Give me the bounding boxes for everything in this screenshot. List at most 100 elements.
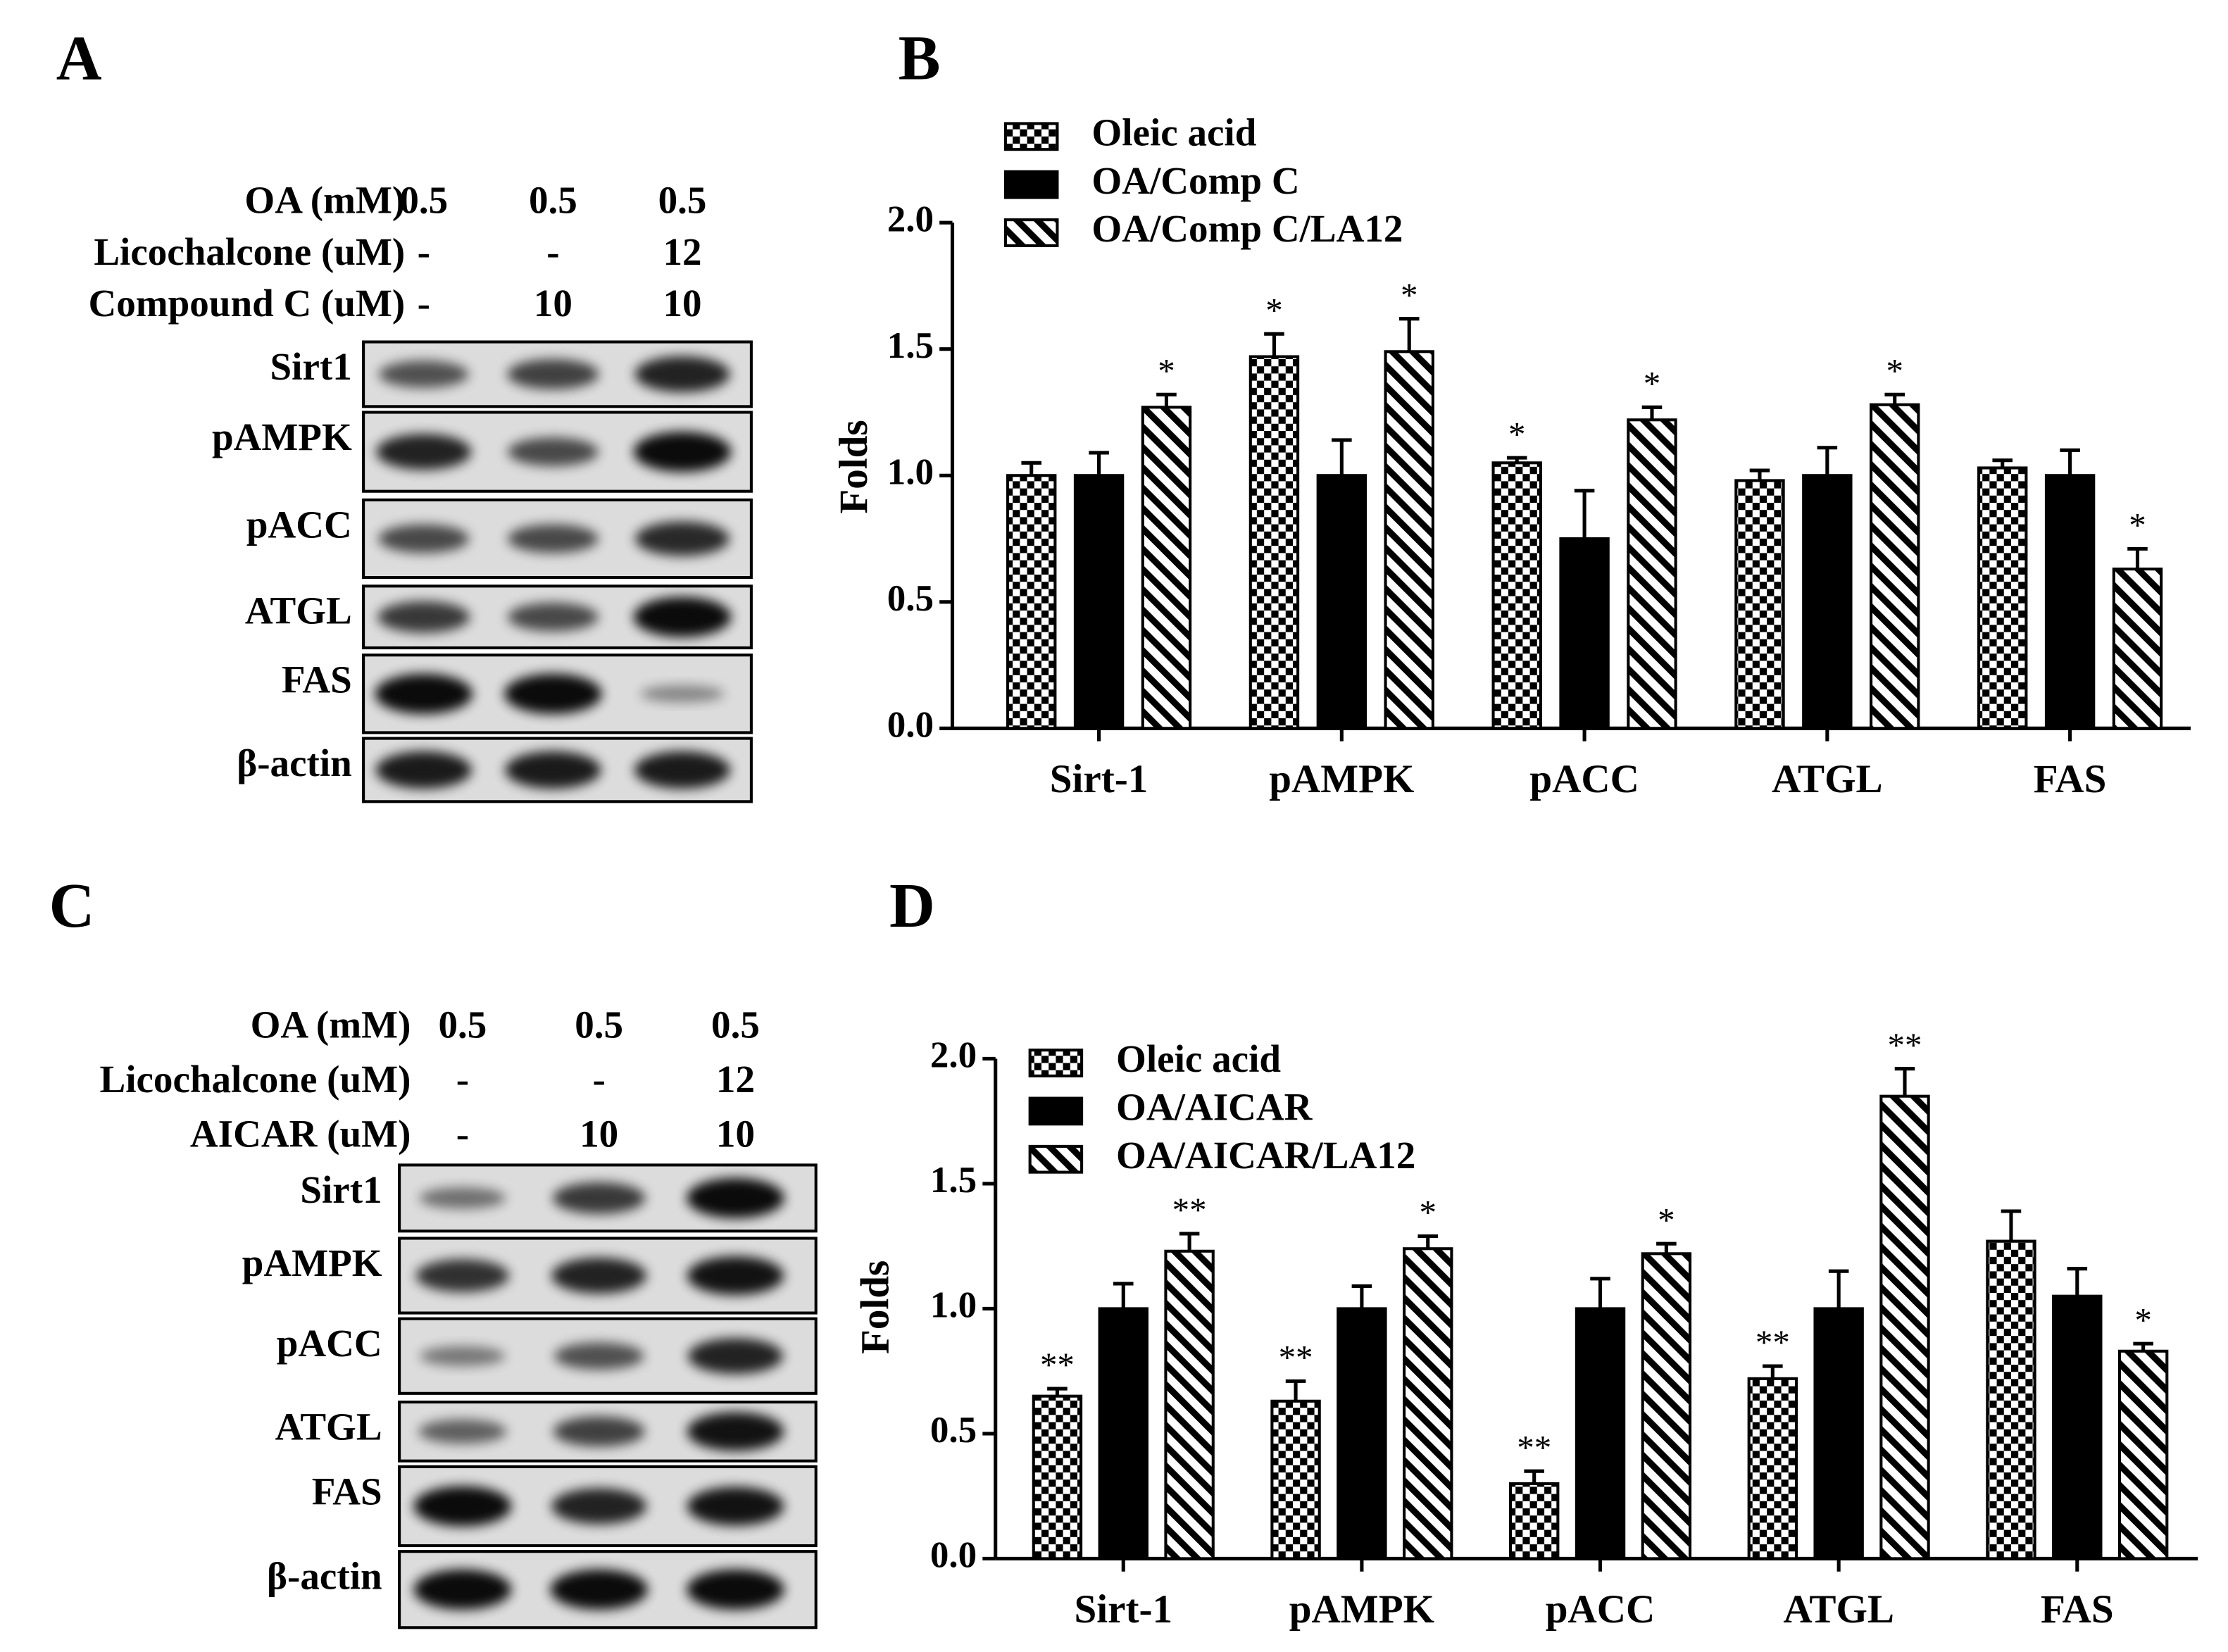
legend-label: OA/Comp C/LA12 bbox=[1091, 207, 1403, 250]
significance-label: ** bbox=[1756, 1323, 1790, 1362]
blot-band bbox=[375, 751, 472, 789]
bar bbox=[1559, 537, 1610, 730]
significance-label: ** bbox=[1517, 1428, 1551, 1467]
bar bbox=[1098, 1307, 1149, 1560]
lane-value: 10 bbox=[580, 1112, 618, 1155]
blot-band bbox=[375, 673, 473, 714]
bar bbox=[1977, 466, 2028, 730]
blot-band bbox=[550, 1569, 649, 1610]
legend-swatch bbox=[1003, 170, 1059, 199]
bar bbox=[1006, 474, 1057, 730]
significance-label: * bbox=[1158, 351, 1175, 390]
legend-label: Oleic acid bbox=[1091, 111, 1256, 154]
x-tick-label: ATGL bbox=[1783, 1587, 1894, 1632]
blot-band bbox=[634, 751, 731, 789]
protein-label: pACC bbox=[246, 503, 352, 546]
bar bbox=[2112, 568, 2163, 730]
panel-label: A bbox=[56, 23, 102, 93]
bar bbox=[1747, 1377, 1798, 1560]
significance-label: * bbox=[1508, 415, 1525, 453]
significance-label: ** bbox=[1040, 1346, 1075, 1384]
blot-band bbox=[504, 673, 602, 714]
bar bbox=[1403, 1247, 1453, 1560]
protein-label: β-actin bbox=[237, 741, 352, 784]
legend-swatch bbox=[1028, 1049, 1084, 1077]
lane-value: 0.5 bbox=[658, 178, 707, 221]
significance-label: * bbox=[1886, 351, 1903, 390]
bar bbox=[2044, 474, 2096, 730]
lane-value: 0.5 bbox=[711, 1003, 760, 1046]
protein-label: Sirt1 bbox=[270, 345, 352, 388]
blot-band bbox=[419, 1187, 506, 1209]
significance-label: * bbox=[1644, 364, 1660, 403]
significance-label: * bbox=[1401, 275, 1417, 314]
legend-swatch bbox=[1028, 1144, 1084, 1174]
protein-label: FAS bbox=[282, 658, 352, 701]
blot-band bbox=[378, 524, 470, 553]
lane-value: - bbox=[418, 230, 430, 273]
lane-value: 10 bbox=[716, 1112, 755, 1155]
blot-band bbox=[553, 1416, 645, 1447]
bar bbox=[1641, 1252, 1692, 1560]
legend-label: Oleic acid bbox=[1116, 1037, 1281, 1080]
legend-swatch bbox=[1028, 1096, 1084, 1126]
y-tick-label: 1.5 bbox=[930, 1160, 977, 1201]
bar bbox=[1032, 1394, 1083, 1560]
y-axis-label: Folds bbox=[853, 1260, 898, 1354]
x-tick-label: pACC bbox=[1529, 757, 1639, 801]
bar bbox=[1164, 1249, 1215, 1560]
blot-band bbox=[687, 1412, 784, 1451]
lane-value: - bbox=[418, 282, 430, 325]
bar bbox=[1879, 1094, 1930, 1560]
significance-label: * bbox=[1420, 1193, 1437, 1232]
x-tick-label: FAS bbox=[2034, 757, 2107, 801]
significance-label: * bbox=[1658, 1201, 1675, 1239]
y-tick-label: 1.0 bbox=[930, 1285, 977, 1326]
legend-label: OA/Comp C bbox=[1091, 159, 1299, 202]
y-tick-label: 1.0 bbox=[887, 451, 934, 492]
blot-band bbox=[507, 359, 599, 389]
blot-band bbox=[413, 1486, 512, 1527]
lane-value: 12 bbox=[663, 230, 701, 273]
condition-label: AICAR (uM) bbox=[190, 1112, 411, 1155]
bar bbox=[2052, 1294, 2103, 1560]
blot-band bbox=[633, 596, 732, 637]
condition-label: Compound C (uM) bbox=[89, 282, 406, 325]
y-tick-label: 1.5 bbox=[887, 325, 934, 366]
lane-value: 0.5 bbox=[438, 1003, 487, 1046]
bar bbox=[1491, 461, 1542, 730]
bar bbox=[1870, 403, 1920, 730]
blot-band bbox=[687, 1256, 784, 1296]
bar bbox=[2117, 1349, 2169, 1560]
significance-label: ** bbox=[1888, 1025, 1922, 1064]
panel-label: D bbox=[889, 871, 935, 941]
legend-swatch bbox=[1003, 122, 1059, 151]
bar bbox=[1734, 479, 1785, 730]
blot-band bbox=[552, 1182, 646, 1214]
x-tick-label: pACC bbox=[1546, 1587, 1656, 1632]
y-tick-label: 2.0 bbox=[887, 199, 934, 239]
x-tick-label: FAS bbox=[2041, 1587, 2114, 1632]
bar bbox=[1802, 474, 1853, 730]
legend-swatch bbox=[1003, 218, 1059, 247]
blot-band bbox=[420, 1346, 506, 1367]
x-tick-label: Sirt-1 bbox=[1074, 1587, 1172, 1632]
bar bbox=[1270, 1399, 1321, 1560]
significance-label: ** bbox=[1172, 1191, 1207, 1229]
lane-value: - bbox=[592, 1058, 605, 1101]
condition-label: Licochalcone (uM) bbox=[99, 1058, 411, 1101]
lane-value: - bbox=[456, 1058, 469, 1101]
lane-value: 12 bbox=[716, 1058, 755, 1101]
condition-label: OA (mM) bbox=[251, 1003, 411, 1046]
blot-band bbox=[507, 602, 599, 632]
blot-band bbox=[553, 1342, 644, 1370]
blot-band bbox=[413, 1569, 512, 1610]
bar bbox=[1508, 1482, 1560, 1560]
blot-band bbox=[633, 432, 732, 473]
blot-band bbox=[640, 685, 725, 703]
protein-label: Sirt1 bbox=[300, 1168, 382, 1211]
bar bbox=[1986, 1239, 2036, 1560]
bar bbox=[1337, 1307, 1387, 1560]
bar bbox=[1316, 474, 1368, 730]
x-tick-label: pAMPK bbox=[1289, 1587, 1434, 1632]
